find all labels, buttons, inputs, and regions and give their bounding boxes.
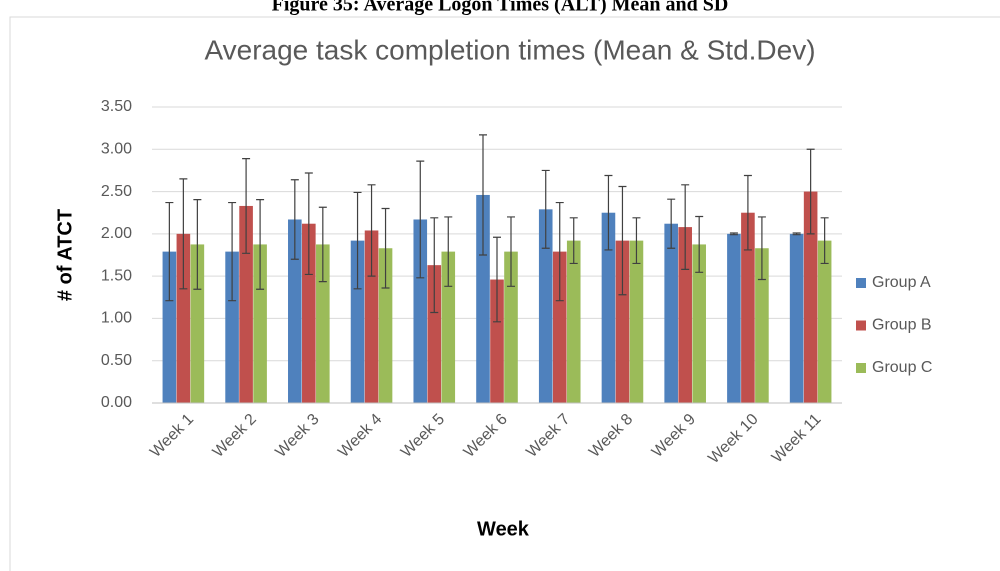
legend-label: Group C xyxy=(872,359,932,376)
x-tick-label: Week 10 xyxy=(705,411,762,468)
bar xyxy=(629,240,644,403)
bar xyxy=(476,194,490,403)
chart-frame xyxy=(9,16,1000,571)
error-bar xyxy=(179,178,188,290)
bar xyxy=(316,244,330,403)
bar xyxy=(727,233,741,403)
bar xyxy=(253,244,267,403)
bar xyxy=(364,230,379,403)
bar xyxy=(601,212,616,403)
y-tick-label: 1.00 xyxy=(101,310,132,327)
figure-caption: Figure 35: Average Logon Times (ALT) Mea… xyxy=(272,0,729,16)
error-bar xyxy=(228,201,237,302)
bar xyxy=(288,219,302,403)
x-tick-label: Week 11 xyxy=(769,411,825,467)
error-bar xyxy=(743,174,752,251)
y-tick-label: 0.00 xyxy=(101,394,132,411)
x-tick-label: Week 2 xyxy=(210,411,260,461)
x-tick-label: Week 8 xyxy=(586,411,636,461)
error-bar xyxy=(242,157,251,254)
error-bar xyxy=(165,201,174,302)
bar xyxy=(678,227,692,403)
bar xyxy=(413,219,428,403)
bar xyxy=(490,279,504,403)
bar xyxy=(789,233,804,403)
x-tick-label: Week 7 xyxy=(523,411,573,461)
error-bar xyxy=(381,207,390,289)
error-bar xyxy=(193,199,202,290)
error-bar xyxy=(430,217,439,314)
x-tick-label: Week 5 xyxy=(398,411,448,461)
legend-swatch xyxy=(856,363,866,373)
error-bar xyxy=(416,160,425,279)
error-bar xyxy=(367,184,376,277)
error-bar xyxy=(569,217,578,265)
bar xyxy=(504,251,518,403)
bar xyxy=(190,244,205,403)
y-tick-label: 3.50 xyxy=(101,98,132,115)
y-tick-label: 3.00 xyxy=(101,141,132,158)
legend-swatch xyxy=(856,320,866,331)
error-bar xyxy=(667,198,676,249)
y-axis-label: # of ATCT xyxy=(54,209,76,301)
bar xyxy=(162,251,177,403)
error-bar xyxy=(479,134,487,256)
error-bar xyxy=(695,215,704,273)
bar xyxy=(239,205,253,403)
error-bar xyxy=(681,184,690,270)
error-bar xyxy=(541,169,550,249)
bar xyxy=(225,251,239,403)
bar xyxy=(566,240,581,403)
y-tick-label: 2.00 xyxy=(101,225,132,242)
error-bar xyxy=(290,179,299,260)
x-axis-label: Week xyxy=(477,518,530,540)
bar xyxy=(302,223,316,403)
x-tick-label: Week 3 xyxy=(272,411,322,461)
bar xyxy=(552,251,567,403)
bar xyxy=(817,240,832,403)
error-bar xyxy=(792,232,801,236)
bar xyxy=(664,223,678,403)
legend-label: Group B xyxy=(872,317,932,334)
x-tick-label: Week 6 xyxy=(461,411,511,461)
x-tick-label: Week 4 xyxy=(335,411,385,461)
bar xyxy=(803,191,818,403)
bar xyxy=(538,209,553,403)
error-bar xyxy=(806,148,815,235)
x-tick-label: Week 1 xyxy=(147,411,197,461)
y-tick-label: 1.50 xyxy=(101,267,132,284)
bar xyxy=(441,251,456,403)
error-bar xyxy=(507,216,515,287)
legend-swatch xyxy=(856,278,866,288)
y-tick-label: 0.50 xyxy=(101,352,132,369)
error-bar xyxy=(318,206,327,283)
error-bar xyxy=(604,174,613,251)
bar xyxy=(741,212,755,403)
error-bar xyxy=(729,232,738,236)
y-tick-label: 2.50 xyxy=(101,183,132,200)
bar xyxy=(350,240,365,403)
error-bar xyxy=(353,191,362,290)
legend-label: Group A xyxy=(872,274,931,291)
error-bar xyxy=(555,201,564,302)
error-bar xyxy=(493,236,501,323)
bar xyxy=(378,248,393,403)
error-bar xyxy=(444,216,453,287)
bar xyxy=(176,233,191,403)
error-bar xyxy=(632,217,641,265)
bar xyxy=(692,244,706,403)
bar xyxy=(427,265,442,403)
error-bar xyxy=(820,217,829,265)
chart-title: Average task completion times (Mean & St… xyxy=(204,34,815,65)
error-bar xyxy=(304,172,313,276)
error-bar xyxy=(757,216,766,281)
error-bar xyxy=(618,185,627,296)
bar xyxy=(755,248,769,403)
bar xyxy=(615,240,630,403)
error-bar xyxy=(256,199,265,290)
x-tick-label: Week 9 xyxy=(649,411,699,461)
